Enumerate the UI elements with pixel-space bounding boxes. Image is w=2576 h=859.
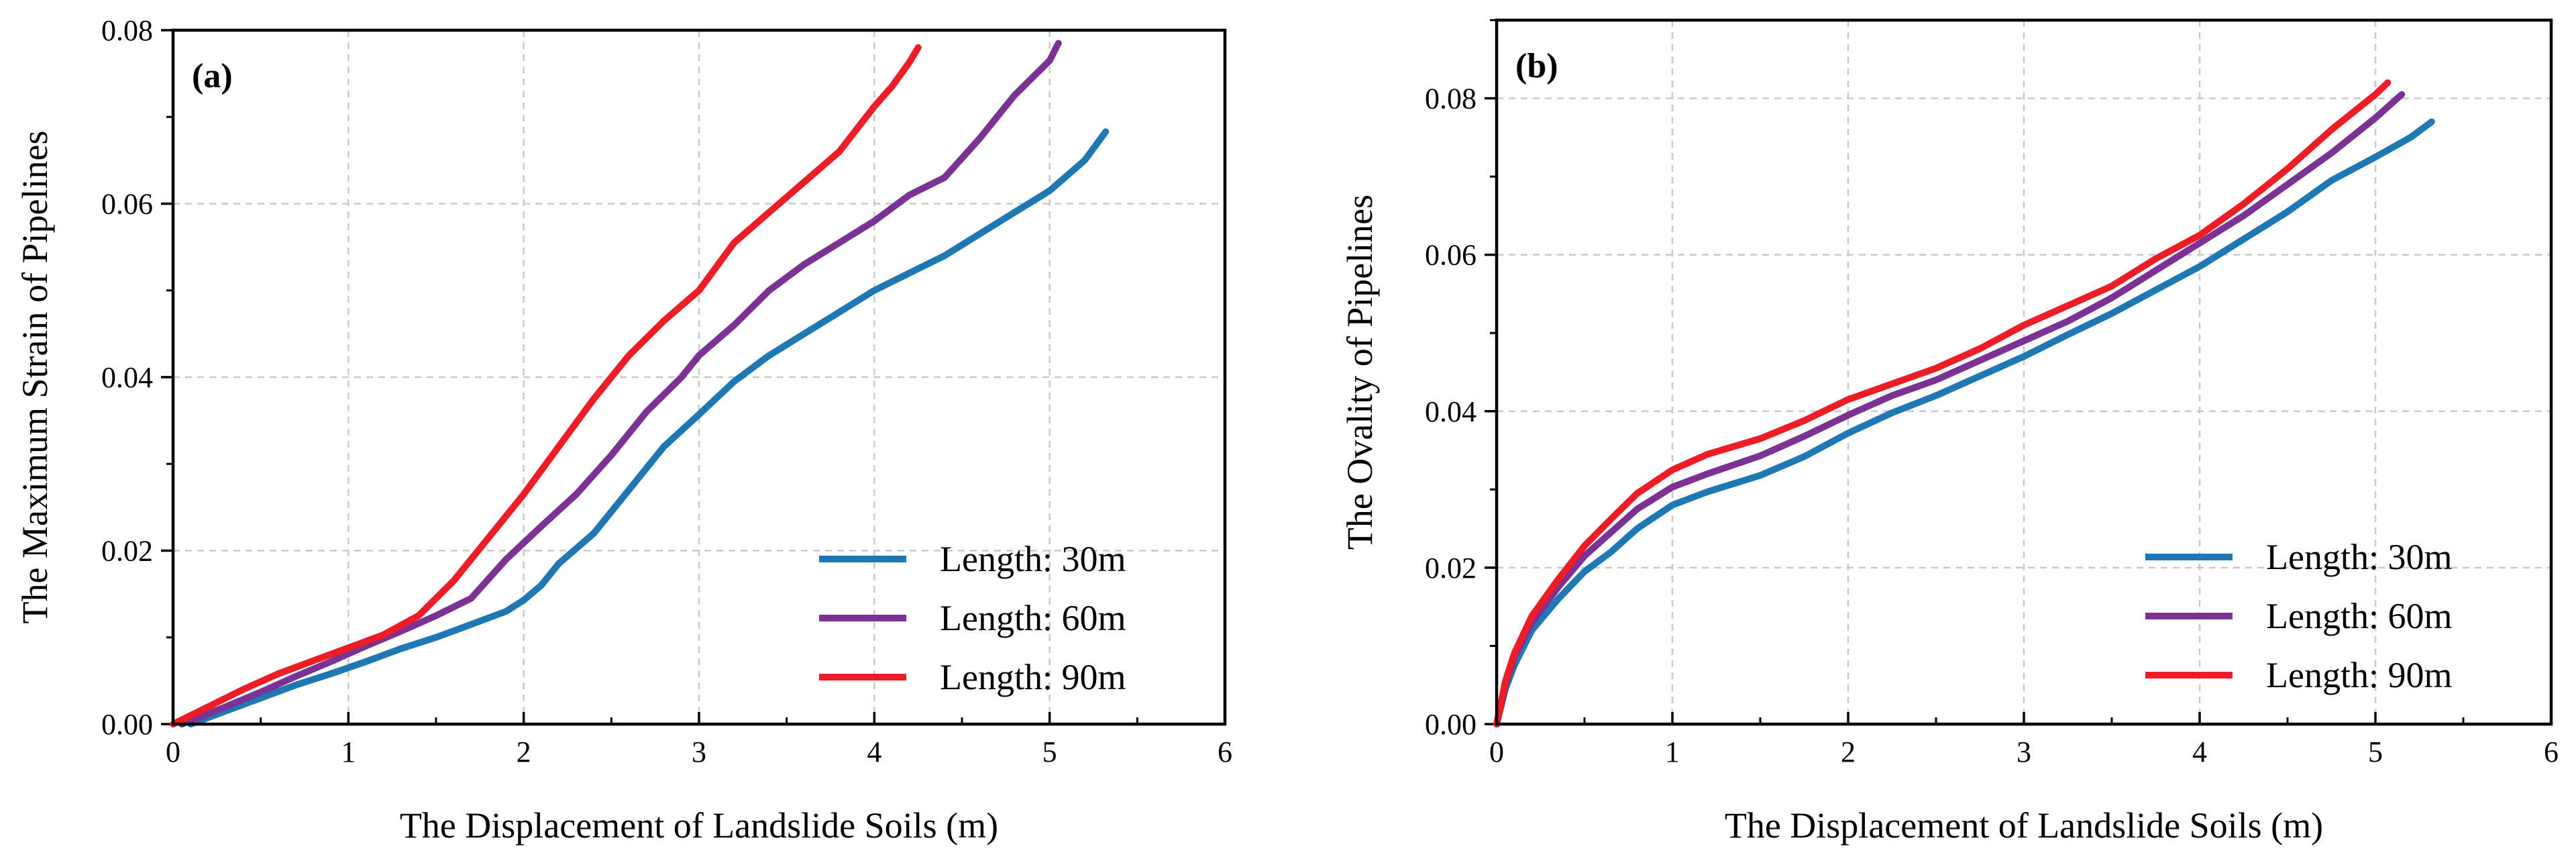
chart-1-y-tick-label: 0.06 bbox=[1425, 239, 1477, 272]
chart-1-y-tick-label: 0.00 bbox=[1425, 708, 1477, 741]
chart-1-legend-label-2: Length: 60m bbox=[2266, 596, 2452, 636]
chart-0-y-tick-label: 0.04 bbox=[101, 361, 153, 394]
chart-0-x-tick-label: 6 bbox=[1218, 736, 1232, 768]
chart-1-legend-label-1: Length: 30m bbox=[2266, 537, 2452, 577]
chart-0-legend-label-3: Length: 90m bbox=[940, 657, 1126, 697]
panel-b: 0 1 2 3 4 5 6 0.00 0.02 0.04 0.06 0.08 (b) The Displa… bbox=[1340, 18, 2559, 846]
chart-0-y-tick-label: 0.06 bbox=[101, 188, 153, 221]
chart-0-series-line-3 bbox=[170, 44, 922, 727]
chart-1-series-line-2 bbox=[1493, 91, 2406, 727]
chart-0-x-tick-label: 0 bbox=[166, 736, 180, 768]
chart-0-series-line-1 bbox=[187, 128, 1110, 727]
chart-0-legend-label-1: Length: 30m bbox=[940, 539, 1126, 579]
chart-0-x-tick-label: 2 bbox=[517, 736, 531, 768]
chart-1-x-tick-label: 4 bbox=[2192, 736, 2207, 768]
chart-0-plot-frame bbox=[171, 28, 1227, 726]
chart-1-x-tick-label: 3 bbox=[2017, 736, 2031, 768]
chart-1-panel-label: (b) bbox=[1515, 47, 1558, 85]
chart-0-legend-label-2: Length: 60m bbox=[940, 598, 1126, 638]
chart-0-x-tick-label: 3 bbox=[692, 736, 706, 768]
chart-1-x-tick-label: 5 bbox=[2368, 736, 2383, 768]
chart-0-y-tick-label: 0.00 bbox=[101, 708, 153, 741]
chart-0-y-tick-label: 0.08 bbox=[101, 14, 153, 47]
chart-1-plot-frame bbox=[1495, 18, 2553, 726]
chart-1-x-tick-label: 2 bbox=[1841, 736, 1856, 768]
chart-1-y-tick-label: 0.02 bbox=[1425, 552, 1477, 585]
chart-0-y-axis-label: The Maximum Strain of Pipelines bbox=[15, 131, 55, 624]
chart-1-x-tick-label: 1 bbox=[1665, 736, 1680, 768]
chart-0-y-tick-label: 0.02 bbox=[101, 535, 153, 568]
chart-1-y-axis-label: The Ovality of Pipelines bbox=[1340, 195, 1380, 550]
chart-1-x-tick-label: 6 bbox=[2544, 736, 2559, 768]
chart-1-series-line-1 bbox=[1493, 118, 2435, 727]
chart-0-x-tick-label: 4 bbox=[867, 736, 881, 768]
chart-1-series-line-3 bbox=[1493, 79, 2392, 727]
chart-0-x-tick-label: 5 bbox=[1042, 736, 1057, 768]
chart-0-panel-label: (a) bbox=[192, 57, 233, 95]
chart-1-legend-label-3: Length: 90m bbox=[2266, 655, 2452, 695]
chart-0-x-axis-label: The Displacement of Landslide Soils (m) bbox=[400, 805, 998, 846]
panel-a: 0 1 2 3 4 5 6 0.00 0.02 0.04 0.06 0.08 (a) The Displa… bbox=[15, 14, 1232, 846]
chart-0-x-tick-label: 1 bbox=[341, 736, 356, 768]
chart-1-x-axis-label: The Displacement of Landslide Soils (m) bbox=[1725, 805, 2323, 846]
chart-0-series-line-2 bbox=[178, 40, 1062, 727]
chart-1-x-tick-label: 0 bbox=[1489, 736, 1504, 768]
chart-1-y-tick-label: 0.04 bbox=[1425, 395, 1477, 428]
chart-1-y-tick-label: 0.08 bbox=[1425, 83, 1477, 115]
